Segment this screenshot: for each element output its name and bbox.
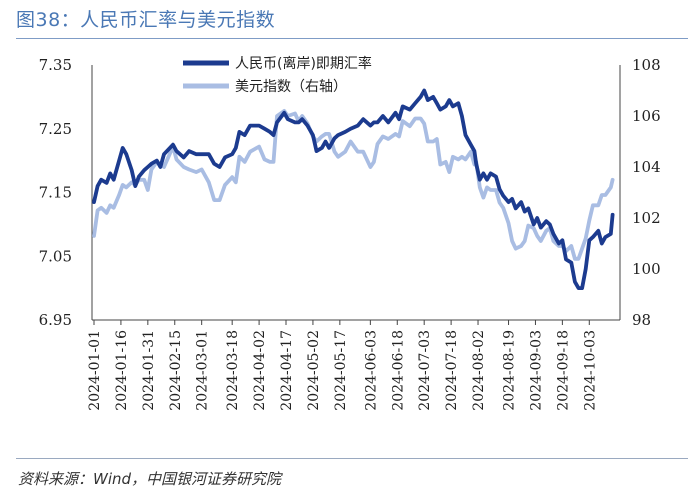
x-tick-label: 2024-08-19 bbox=[502, 330, 518, 411]
legend-label-dxy: 美元指数（右轴） bbox=[235, 79, 347, 95]
left-tick-label: 7.35 bbox=[39, 56, 72, 74]
x-tick-label: 2024-09-18 bbox=[555, 330, 571, 411]
x-tick-label: 2024-07-18 bbox=[444, 330, 460, 411]
left-axis-ticks: 6.95 7.05 7.15 7.25 7.35 bbox=[39, 56, 72, 329]
x-tick-label: 2024-06-03 bbox=[363, 330, 379, 411]
right-tick-label: 106 bbox=[632, 107, 661, 125]
left-tick-label: 7.05 bbox=[39, 247, 72, 265]
x-tick-label: 2024-01-01 bbox=[87, 330, 103, 411]
x-tick-label: 2024-04-02 bbox=[252, 330, 268, 411]
x-tick-label: 2024-10-03 bbox=[582, 330, 598, 411]
x-tick-label: 2024-04-17 bbox=[279, 330, 295, 411]
x-tick-label: 2024-06-18 bbox=[390, 330, 406, 411]
right-tick-label: 108 bbox=[632, 56, 661, 74]
x-tick-label: 2024-09-03 bbox=[528, 330, 544, 411]
series-line-cnh bbox=[92, 88, 615, 291]
x-tick-label: 2024-05-02 bbox=[306, 330, 322, 411]
right-tick-label: 98 bbox=[632, 311, 651, 329]
x-axis-ticks: 2024-01-01 2024-01-16 2024-01-31 2024-02-15… bbox=[87, 320, 598, 411]
x-tick-label: 2024-03-01 bbox=[195, 330, 211, 411]
source-note: 资料来源：Wind，中国银河证券研究院 bbox=[18, 470, 282, 488]
legend: 人民币(离岸)即期汇率 美元指数（右轴） bbox=[183, 55, 372, 95]
source-divider bbox=[16, 458, 688, 459]
x-tick-label: 2024-03-18 bbox=[225, 330, 241, 411]
right-tick-label: 104 bbox=[632, 158, 661, 176]
x-tick-label: 2024-05-17 bbox=[333, 330, 349, 411]
x-tick-label: 2024-01-16 bbox=[114, 330, 130, 411]
plot-area bbox=[91, 65, 621, 321]
title-divider bbox=[16, 38, 688, 39]
figure-title: 图38：人民币汇率与美元指数 bbox=[16, 9, 276, 31]
right-axis-ticks: 98 100 102 104 106 108 bbox=[632, 56, 661, 329]
x-tick-label: 2024-02-15 bbox=[168, 330, 184, 411]
right-tick-label: 102 bbox=[632, 209, 661, 227]
x-tick-label: 2024-07-03 bbox=[417, 330, 433, 411]
legend-label-cnh: 人民币(离岸)即期汇率 bbox=[235, 55, 372, 72]
series-line-dxy bbox=[92, 109, 615, 261]
x-tick-label: 2024-08-02 bbox=[471, 330, 487, 411]
right-tick-label: 100 bbox=[632, 260, 661, 278]
left-tick-label: 7.25 bbox=[39, 120, 72, 138]
line-chart: 6.95 7.05 7.15 7.25 7.35 98 100 102 104 106 108 2… bbox=[39, 55, 661, 411]
left-tick-label: 6.95 bbox=[39, 311, 72, 329]
series-layer bbox=[92, 88, 615, 291]
x-tick-label: 2024-01-31 bbox=[141, 330, 157, 411]
left-tick-label: 7.15 bbox=[39, 184, 72, 202]
